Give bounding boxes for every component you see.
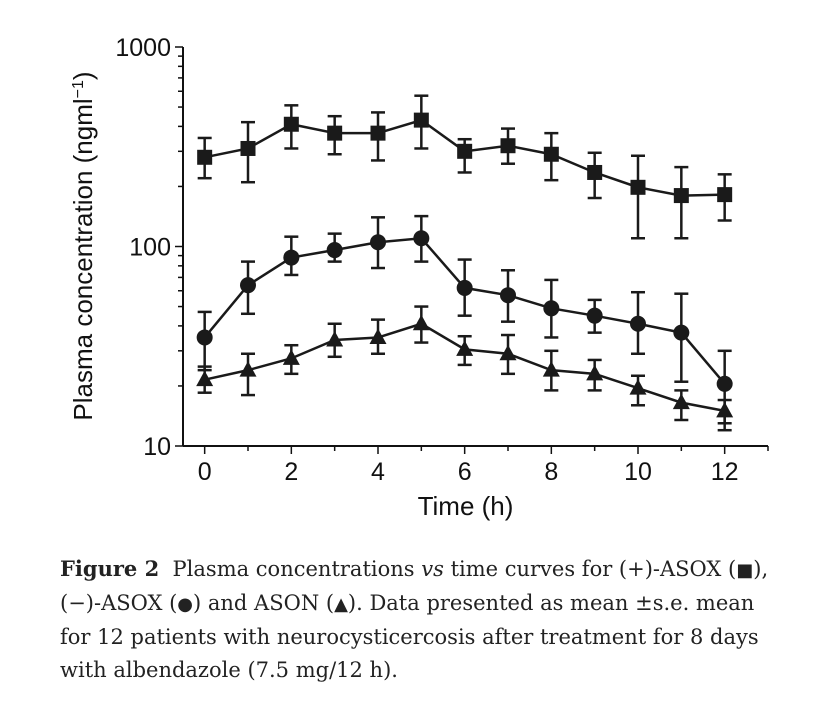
data-point-circle <box>630 315 646 332</box>
x-axis-label: Time (h) <box>418 491 514 521</box>
y-axis-label-main: Plasma concentration (ngml <box>68 98 98 420</box>
data-point-square <box>327 125 343 141</box>
data-point-circle <box>413 230 430 247</box>
series-circle <box>196 214 733 432</box>
y-tick-label: 100 <box>129 234 171 262</box>
data-point-triangle <box>456 340 474 356</box>
data-point-square <box>587 164 603 180</box>
data-point-triangle <box>369 328 387 344</box>
chart: 10 100 1000 0 2 4 6 8 10 12 Time (h) Plasma concen… <box>68 34 769 521</box>
x-tick-label: 6 <box>458 458 472 486</box>
data-point-triangle <box>672 393 690 410</box>
data-point-triangle <box>239 361 257 377</box>
y-axis-label: Plasma concentration (ngml−1) <box>68 71 98 420</box>
data-point-triangle <box>326 330 344 347</box>
data-point-circle <box>240 277 256 294</box>
data-point-triangle <box>499 344 517 361</box>
chart-axes <box>182 47 768 447</box>
data-point-square <box>413 112 429 128</box>
data-point-square <box>673 188 689 204</box>
y-axis-label-close: ) <box>68 71 98 80</box>
figure-label: Figure 2 <box>60 556 160 581</box>
data-point-triangle <box>282 349 300 365</box>
data-point-square <box>630 179 646 195</box>
x-tick-label: 0 <box>198 458 212 486</box>
data-point-square <box>457 143 473 159</box>
data-point-square <box>543 146 559 162</box>
data-point-square <box>500 138 516 154</box>
legend-triangle-symbol: ▲ <box>334 594 348 615</box>
data-point-circle <box>716 375 733 392</box>
caption-text-4: ) and ASON ( <box>193 591 335 615</box>
x-tick-label: 12 <box>711 458 739 486</box>
data-point-circle <box>543 300 560 317</box>
x-tick-label: 2 <box>284 458 298 486</box>
data-point-circle <box>500 287 516 304</box>
caption-text-2: time curves for (+)-ASOX ( <box>450 557 737 581</box>
data-point-circle <box>456 279 473 296</box>
caption-text-5: ). Data presented as mean ±s.e. mean for… <box>60 591 759 682</box>
chart-ticks: 10 100 1000 0 2 4 6 8 10 12 <box>115 34 769 486</box>
data-point-square <box>370 125 386 141</box>
y-axis-label-superscript: −1 <box>70 80 87 98</box>
series-square <box>197 94 733 240</box>
series-triangle <box>196 305 734 425</box>
data-point-circle <box>586 307 603 324</box>
data-point-circle <box>673 324 690 341</box>
chart-labels: Time (h) Plasma concentration (ngml−1) <box>68 71 513 521</box>
data-point-circle <box>326 242 343 259</box>
chart-series <box>196 94 734 432</box>
data-point-square <box>240 140 256 156</box>
data-point-triangle <box>412 314 430 331</box>
data-point-square <box>197 149 213 165</box>
data-point-circle <box>370 234 386 251</box>
x-tick-label: 10 <box>624 458 652 486</box>
data-point-triangle <box>629 379 647 395</box>
x-tick-label: 4 <box>371 458 385 486</box>
legend-circle-symbol: ● <box>177 594 194 615</box>
legend-square-symbol: ■ <box>736 560 754 581</box>
data-point-square <box>283 116 299 132</box>
y-tick-label: 10 <box>143 433 171 461</box>
data-point-triangle <box>716 401 734 418</box>
x-tick-label: 8 <box>544 458 558 486</box>
figure-caption: Figure 2 Plasma concentrations vs time c… <box>60 552 780 687</box>
data-point-triangle <box>586 364 604 381</box>
caption-text-3: ), (−)-ASOX ( <box>60 557 769 615</box>
data-point-square <box>717 187 733 203</box>
caption-vs: vs <box>421 557 444 581</box>
data-point-circle <box>283 249 300 266</box>
y-tick-label: 1000 <box>115 34 171 62</box>
data-point-triangle <box>542 361 560 377</box>
data-point-triangle <box>196 370 214 387</box>
data-point-circle <box>196 329 213 346</box>
caption-text-1: Plasma concentrations <box>172 557 415 581</box>
